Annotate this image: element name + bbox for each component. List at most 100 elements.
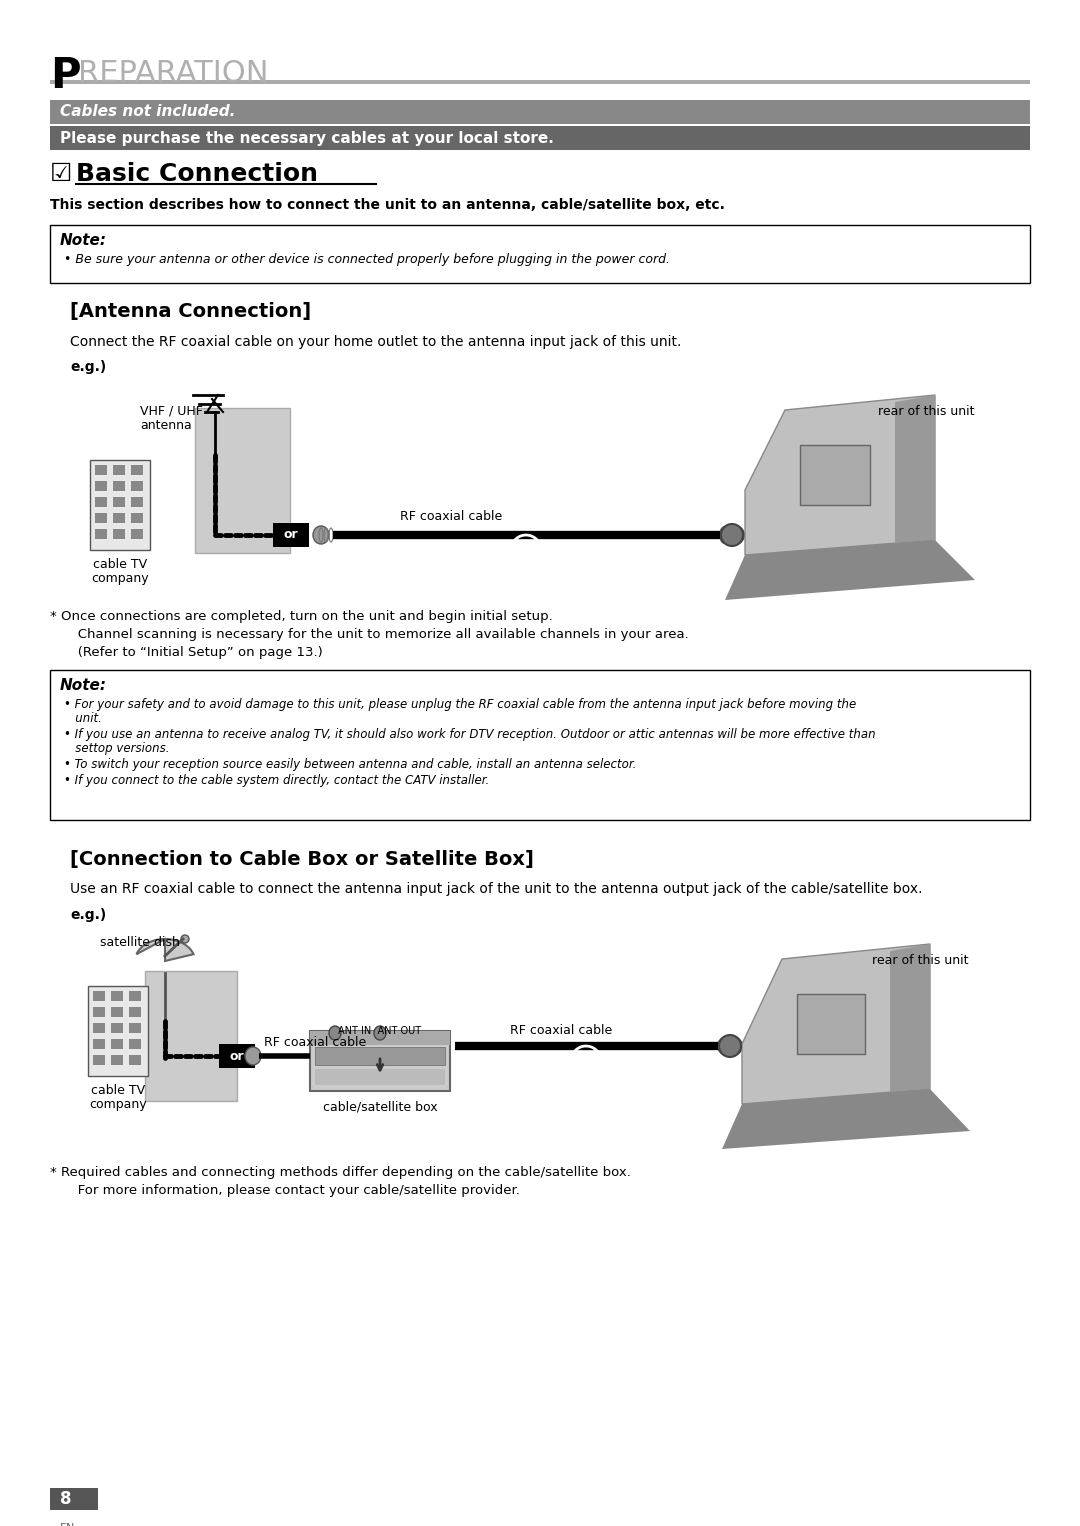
Polygon shape bbox=[895, 395, 935, 543]
Text: Connect the RF coaxial cable on your home outlet to the antenna input jack of th: Connect the RF coaxial cable on your hom… bbox=[70, 336, 681, 349]
Text: RF coaxial cable: RF coaxial cable bbox=[264, 1036, 366, 1048]
Bar bbox=[87, 986, 148, 1076]
Text: e.g.): e.g.) bbox=[70, 908, 106, 922]
Text: [Antenna Connection]: [Antenna Connection] bbox=[70, 302, 311, 320]
Bar bbox=[111, 1007, 123, 1016]
Bar bbox=[50, 224, 1030, 282]
Text: antenna: antenna bbox=[140, 420, 192, 432]
Text: • Be sure your antenna or other device is connected properly before plugging in : • Be sure your antenna or other device i… bbox=[64, 253, 670, 266]
Text: * Once connections are completed, turn on the unit and begin initial setup.: * Once connections are completed, turn o… bbox=[50, 610, 553, 623]
Bar bbox=[800, 446, 870, 505]
Text: * Required cables and connecting methods differ depending on the cable/satellite: * Required cables and connecting methods… bbox=[50, 1166, 631, 1180]
Bar bbox=[95, 465, 107, 475]
Text: • If you use an antenna to receive analog TV, it should also work for DTV recept: • If you use an antenna to receive analo… bbox=[64, 728, 876, 742]
Ellipse shape bbox=[721, 523, 743, 546]
Text: cable TV: cable TV bbox=[91, 1083, 145, 1097]
Bar bbox=[50, 670, 1030, 819]
Text: RF coaxial cable: RF coaxial cable bbox=[400, 510, 502, 523]
Bar bbox=[93, 1054, 105, 1065]
Bar bbox=[131, 497, 143, 507]
Text: [Connection to Cable Box or Satellite Box]: [Connection to Cable Box or Satellite Bo… bbox=[70, 850, 534, 868]
Text: rear of this unit: rear of this unit bbox=[872, 954, 968, 967]
Bar bbox=[113, 513, 125, 523]
Bar bbox=[111, 1022, 123, 1033]
Bar bbox=[111, 1054, 123, 1065]
Bar bbox=[93, 1022, 105, 1033]
Text: 8: 8 bbox=[60, 1489, 71, 1508]
Bar bbox=[129, 1022, 141, 1033]
Bar bbox=[113, 497, 125, 507]
Text: Note:: Note: bbox=[60, 233, 107, 249]
Bar bbox=[50, 1488, 98, 1511]
Text: • If you connect to the cable system directly, contact the CATV installer.: • If you connect to the cable system dir… bbox=[64, 774, 489, 787]
Bar bbox=[131, 530, 143, 539]
Bar bbox=[50, 127, 1030, 150]
Text: Basic Connection: Basic Connection bbox=[76, 162, 318, 186]
Ellipse shape bbox=[329, 1025, 341, 1041]
Ellipse shape bbox=[720, 526, 728, 543]
Bar bbox=[129, 1054, 141, 1065]
Text: company: company bbox=[91, 572, 149, 584]
Text: (Refer to “Initial Setup” on page 13.): (Refer to “Initial Setup” on page 13.) bbox=[65, 645, 323, 659]
Bar bbox=[219, 1044, 255, 1068]
Text: ANT IN  ANT OUT: ANT IN ANT OUT bbox=[338, 1025, 421, 1036]
Polygon shape bbox=[890, 945, 930, 1093]
Text: This section describes how to connect the unit to an antenna, cable/satellite bo: This section describes how to connect th… bbox=[50, 198, 725, 212]
Bar bbox=[195, 407, 291, 552]
Text: cable/satellite box: cable/satellite box bbox=[323, 1100, 437, 1114]
Bar bbox=[95, 497, 107, 507]
Bar bbox=[50, 79, 1030, 84]
Text: Note:: Note: bbox=[60, 678, 107, 693]
Text: ☑: ☑ bbox=[50, 162, 72, 186]
Text: REPARATION: REPARATION bbox=[78, 60, 269, 89]
Bar bbox=[129, 1039, 141, 1048]
Text: • To switch your reception source easily between antenna and cable, install an a: • To switch your reception source easily… bbox=[64, 758, 636, 771]
Bar bbox=[131, 465, 143, 475]
Bar bbox=[310, 1032, 450, 1091]
Polygon shape bbox=[745, 395, 935, 555]
Bar bbox=[111, 990, 123, 1001]
Bar bbox=[131, 513, 143, 523]
Text: VHF / UHF: VHF / UHF bbox=[140, 404, 203, 418]
Bar bbox=[797, 993, 865, 1054]
Bar bbox=[131, 481, 143, 491]
Bar bbox=[93, 1039, 105, 1048]
Ellipse shape bbox=[313, 526, 329, 543]
Text: unit.: unit. bbox=[64, 713, 102, 725]
Text: or: or bbox=[284, 528, 298, 542]
Text: satellite dish: satellite dish bbox=[100, 935, 180, 949]
Ellipse shape bbox=[719, 1035, 741, 1058]
Text: Use an RF coaxial cable to connect the antenna input jack of the unit to the ant: Use an RF coaxial cable to connect the a… bbox=[70, 882, 922, 896]
Bar bbox=[90, 459, 150, 549]
Bar bbox=[111, 1039, 123, 1048]
Text: rear of this unit: rear of this unit bbox=[878, 404, 975, 418]
Text: company: company bbox=[90, 1099, 147, 1111]
Bar bbox=[95, 513, 107, 523]
Ellipse shape bbox=[718, 1036, 742, 1056]
Bar bbox=[93, 1007, 105, 1016]
Text: Please purchase the necessary cables at your local store.: Please purchase the necessary cables at … bbox=[60, 131, 554, 145]
Bar bbox=[113, 465, 125, 475]
Ellipse shape bbox=[245, 1047, 261, 1065]
Bar bbox=[113, 481, 125, 491]
Text: settop versions.: settop versions. bbox=[64, 742, 170, 755]
Text: cable TV: cable TV bbox=[93, 559, 147, 571]
Bar bbox=[95, 481, 107, 491]
Text: or: or bbox=[230, 1050, 244, 1062]
Ellipse shape bbox=[181, 935, 189, 943]
Bar bbox=[145, 971, 237, 1100]
Bar bbox=[129, 990, 141, 1001]
Bar bbox=[93, 990, 105, 1001]
Text: Channel scanning is necessary for the unit to memorize all available channels in: Channel scanning is necessary for the un… bbox=[65, 629, 689, 641]
Text: • For your safety and to avoid damage to this unit, please unplug the RF coaxial: • For your safety and to avoid damage to… bbox=[64, 697, 856, 711]
Text: EN: EN bbox=[60, 1523, 76, 1526]
Bar bbox=[129, 1007, 141, 1016]
Polygon shape bbox=[725, 540, 975, 600]
Text: P: P bbox=[50, 55, 81, 98]
Polygon shape bbox=[723, 1090, 970, 1149]
Polygon shape bbox=[136, 938, 193, 961]
Ellipse shape bbox=[374, 1025, 386, 1041]
Polygon shape bbox=[742, 945, 930, 1103]
Bar bbox=[315, 1070, 445, 1085]
Bar bbox=[315, 1047, 445, 1065]
